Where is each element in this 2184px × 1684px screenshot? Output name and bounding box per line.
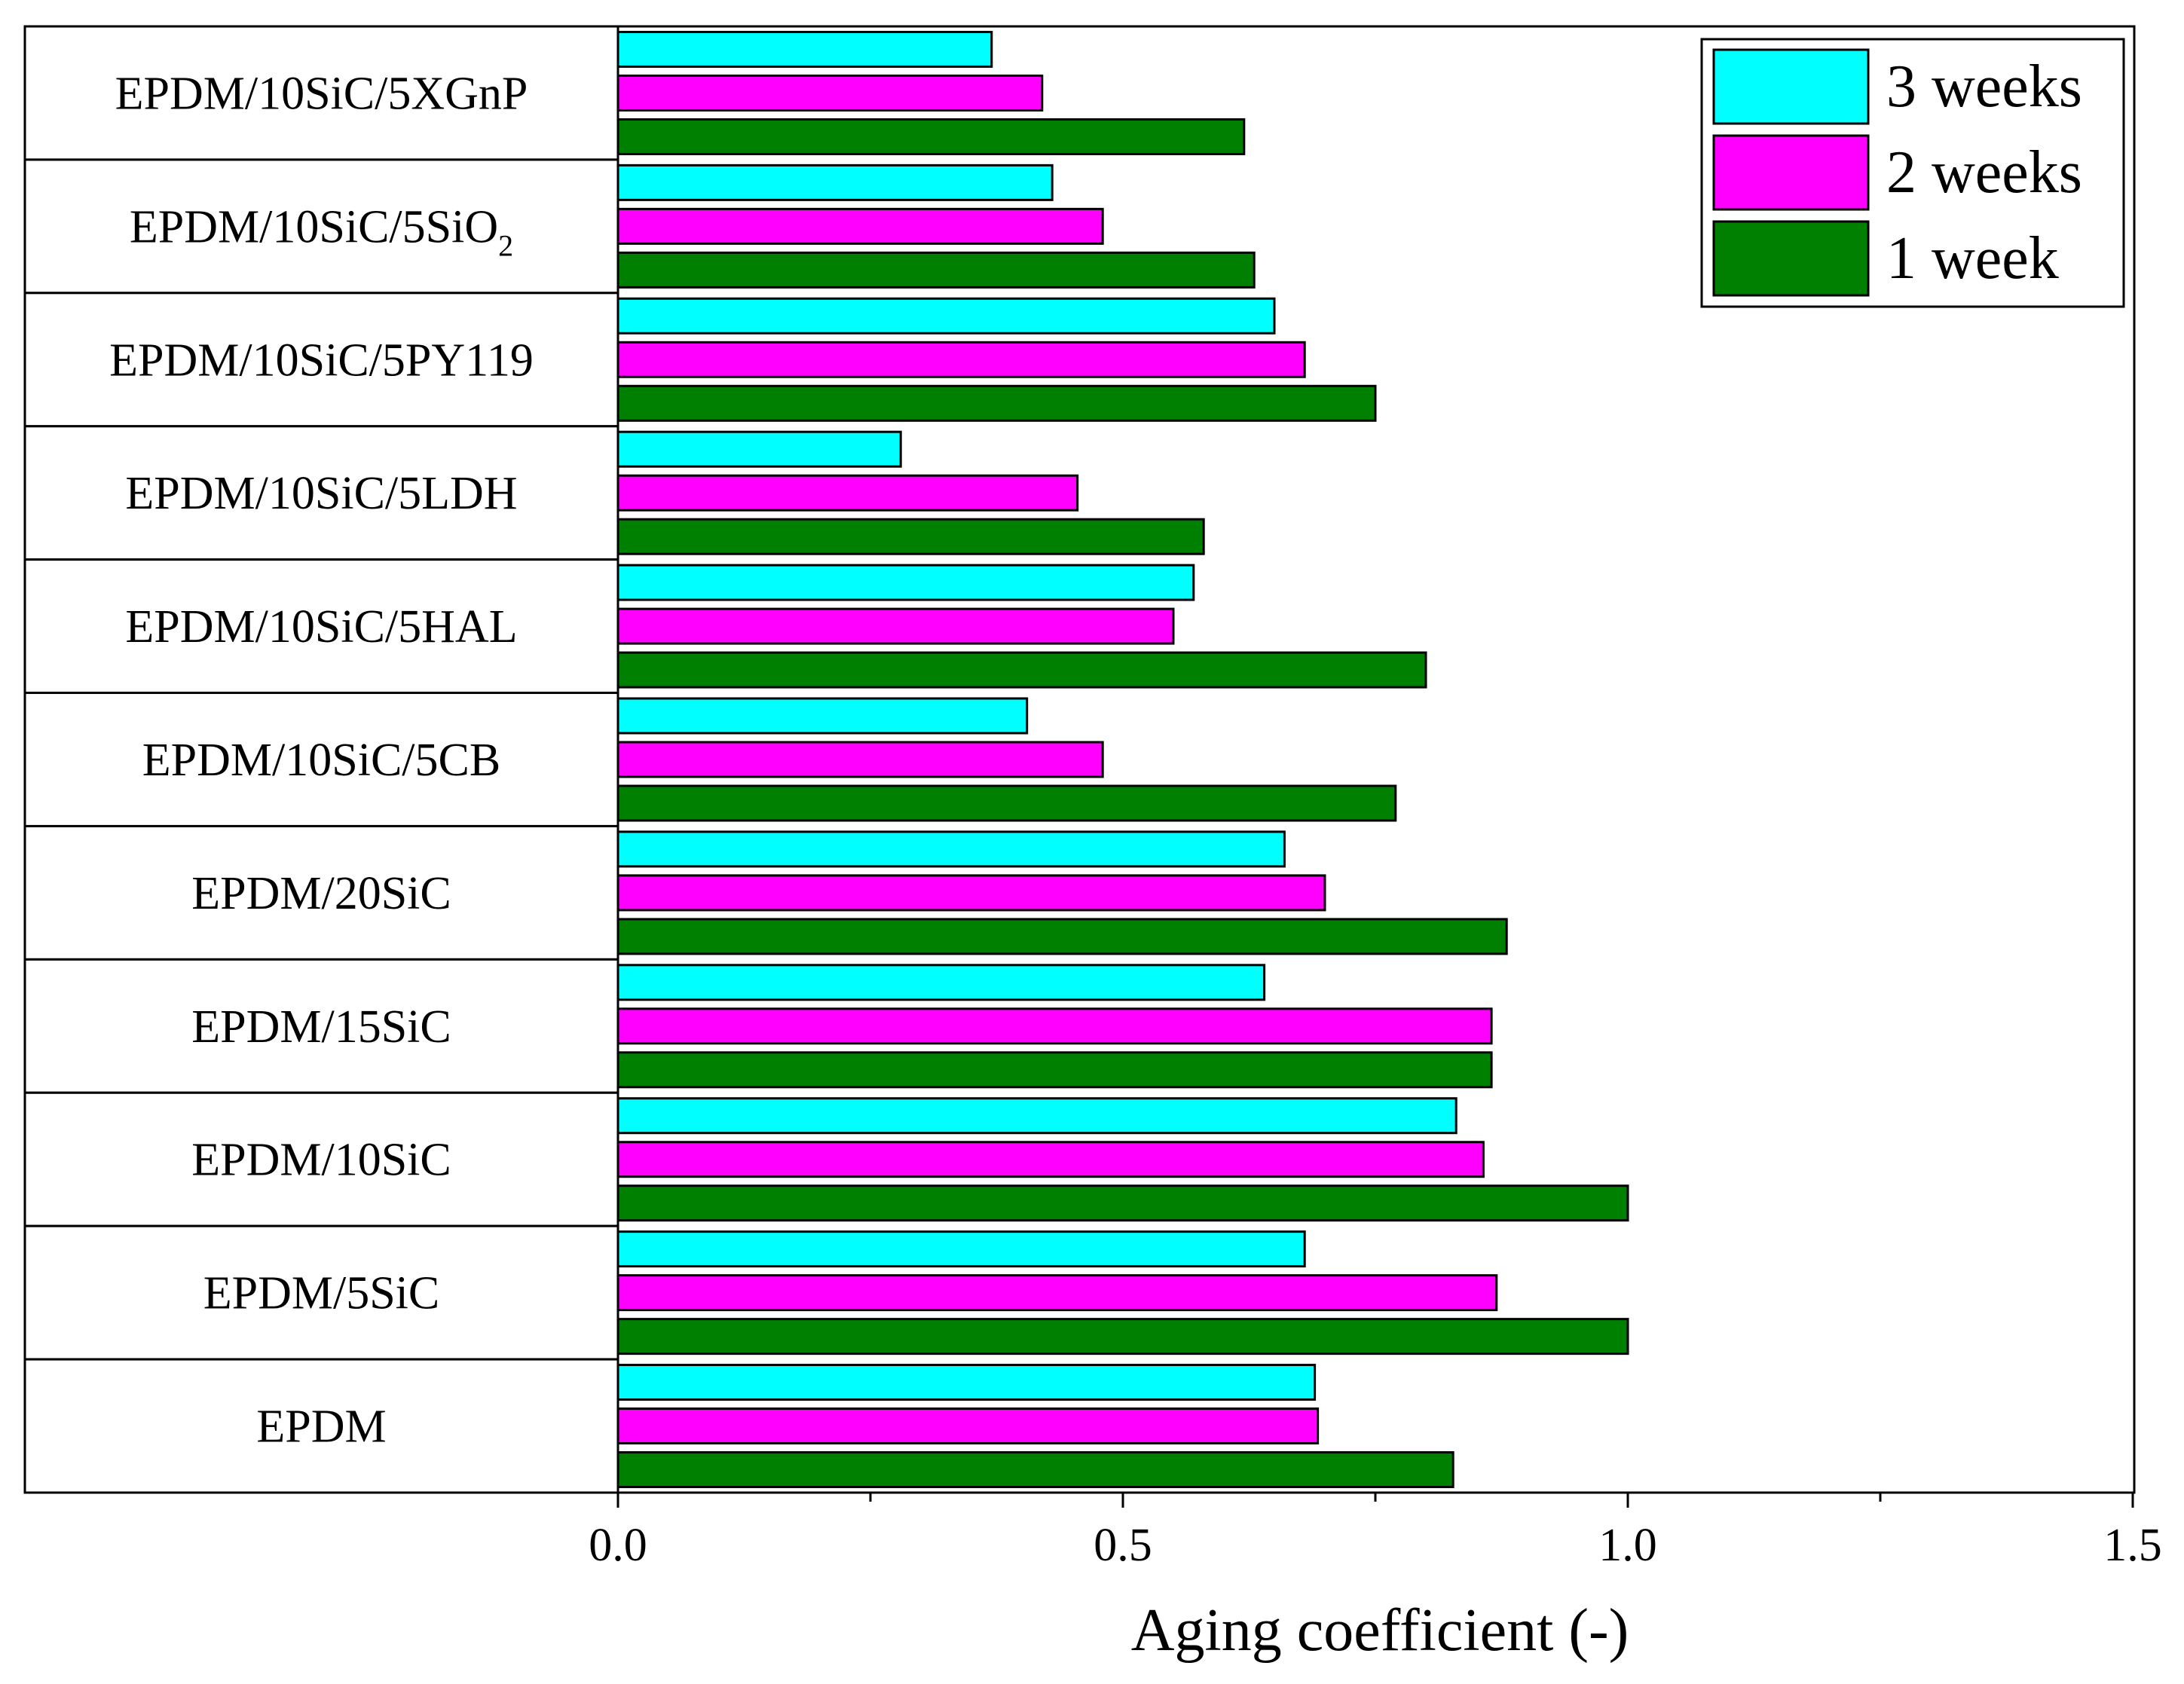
bar-3-weeks [616, 1097, 1458, 1135]
bar-2-weeks [616, 741, 1104, 778]
category-label: EPDM/20SiC [191, 868, 451, 919]
bar-2-weeks [616, 474, 1079, 512]
bar-1-week [616, 1451, 1454, 1489]
bar-2-weeks [616, 874, 1326, 912]
category-label: EPDM/10SiC/5HAL [125, 601, 517, 653]
category-label: EPDM/10SiC/5CB [142, 735, 500, 786]
bar-2-weeks [616, 1007, 1493, 1045]
bar-3-weeks [616, 164, 1054, 201]
bar-3-weeks [616, 830, 1286, 868]
legend-label: 1 week [1886, 225, 2059, 292]
bar-2-weeks [616, 341, 1306, 378]
category-label: EPDM/10SiC/5SiO2 [130, 201, 513, 262]
axes-group: 0.0 0.5 1.0 1.5 Aging coefficient (-) [23, 25, 2162, 1664]
bar-2-weeks [616, 1141, 1485, 1178]
category-label: EPDM/15SiC [191, 1001, 451, 1053]
category-label: EPDM/10SiC/5LDH [125, 468, 517, 519]
category-label: EPDM/10SiC/5PY119 [109, 335, 534, 386]
bar-1-week [616, 251, 1256, 289]
legend-swatch-2-weeks [1712, 134, 1870, 211]
x-tick-label: 0.5 [1094, 1520, 1152, 1571]
bar-2-weeks [616, 207, 1104, 245]
x-tick-label: 0.0 [589, 1520, 647, 1571]
bar-1-week [616, 118, 1246, 155]
x-tick-label: 1.0 [1598, 1520, 1657, 1571]
bar-2-weeks [616, 607, 1175, 645]
bar-1-week [616, 784, 1397, 822]
bar-1-week [616, 651, 1427, 689]
category-label-column: EPDM/10SiC/5XGnP EPDM/10SiC/5SiO2 EPDM/10S… [23, 25, 619, 1494]
bar-2-weeks [616, 1407, 1320, 1445]
bar-3-weeks [616, 1230, 1306, 1268]
bar-1-week [616, 1318, 1629, 1355]
category-label-cell [23, 958, 619, 1094]
bar-3-weeks [616, 297, 1276, 335]
category-label-cell [23, 25, 619, 161]
category-label-cell [23, 158, 619, 295]
plot-frame [23, 25, 2136, 1494]
bar-2-weeks [616, 1274, 1498, 1312]
category-label: EPDM/5SiC [203, 1268, 440, 1319]
legend-label: 2 weeks [1886, 139, 2082, 206]
x-axis-label: Aging coefficient (-) [1131, 1597, 1629, 1664]
legend: 3 weeks 2 weeks 1 week [1700, 38, 2125, 308]
bar-1-week [616, 1051, 1493, 1089]
bar-3-weeks [616, 30, 993, 68]
legend-swatch-3-weeks [1712, 48, 1870, 125]
bar-3-weeks [616, 697, 1029, 735]
legend-swatch-1-week [1712, 220, 1870, 297]
x-tick-label: 1.5 [2103, 1520, 2162, 1571]
category-label: EPDM/10SiC/5XGnP [115, 68, 528, 119]
bar-3-weeks [616, 430, 902, 468]
bar-1-week [616, 1184, 1629, 1222]
bar-series-group [616, 30, 1629, 1489]
category-label: EPDM [256, 1401, 386, 1453]
bar-2-weeks [616, 74, 1044, 112]
category-label-cell [23, 1091, 619, 1227]
bar-1-week [616, 918, 1508, 955]
legend-label: 3 weeks [1886, 53, 2082, 120]
bar-3-weeks [616, 564, 1195, 601]
bar-3-weeks [616, 1364, 1317, 1401]
category-label-cell [23, 824, 619, 961]
category-label: EPDM/10SiC [191, 1135, 451, 1186]
bar-3-weeks [616, 964, 1266, 1001]
bar-1-week [616, 518, 1205, 555]
bar-1-week [616, 384, 1377, 422]
category-label-cell [23, 1358, 619, 1494]
